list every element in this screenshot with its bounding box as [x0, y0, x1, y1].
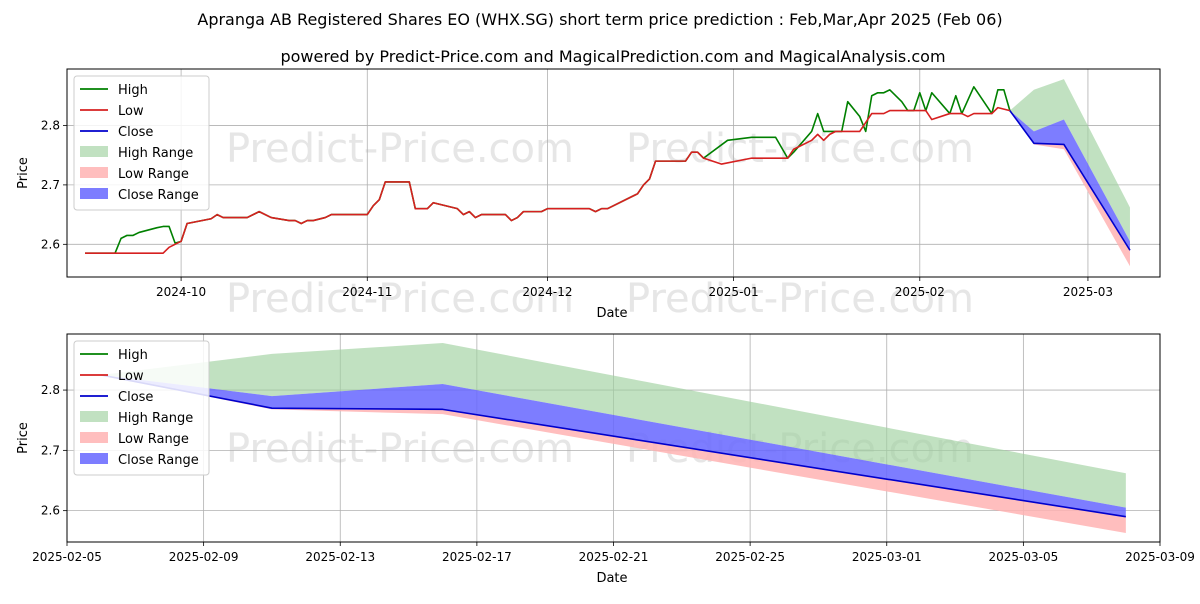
legend-label: Low	[118, 369, 144, 384]
legend-swatch-high-range	[80, 411, 108, 422]
legend-swatch-close-range	[80, 188, 108, 199]
legend-label: Low Range	[118, 432, 189, 447]
legend: High Low Close High Range Low Range Close Ran…	[73, 75, 210, 211]
legend: High Low Close High Range Low Range Close Ran…	[73, 340, 210, 476]
x-tick-label: 2025-02-09	[169, 550, 239, 564]
y-tick-label: 2.6	[41, 237, 60, 251]
watermark: Predict-Price.com Predict-Price.com Pred…	[226, 126, 974, 322]
x-tick-label: 2025-02-17	[442, 550, 512, 564]
x-tick-label: 2025-02	[895, 285, 945, 299]
legend-label: Low Range	[118, 167, 189, 182]
legend-label: Close Range	[118, 453, 199, 468]
close-line	[1009, 110, 1131, 251]
x-tick-label: 2025-02-25	[715, 550, 785, 564]
x-tick-label: 2025-03-09	[1125, 550, 1195, 564]
chart-title: Apranga AB Registered Shares EO (WHX.SG)…	[197, 10, 1002, 29]
legend-label: High	[118, 83, 148, 98]
y-axis-label: Price	[16, 157, 31, 189]
range-areas	[1009, 79, 1130, 267]
svg-text:Predict-Price.com: Predict-Price.com	[626, 126, 974, 172]
x-tick-label: 2024-12	[522, 285, 572, 299]
legend-label: High	[118, 348, 148, 363]
chart-subtitle: powered by Predict-Price.com and Magical…	[280, 47, 945, 66]
top-panel: Predict-Price.com Predict-Price.com Pred…	[16, 68, 1161, 322]
high-range-area	[101, 343, 1126, 508]
bottom-panel: Predict-Price.com Predict-Price.com 2025…	[16, 333, 1195, 586]
x-tick-label: 2025-02-13	[305, 550, 375, 564]
x-tick-label: 2025-03-01	[852, 550, 922, 564]
x-tick-label: 2025-02-21	[579, 550, 649, 564]
legend-label: High Range	[118, 411, 193, 426]
x-tick-label: 2024-11	[342, 285, 392, 299]
legend-label: High Range	[118, 146, 193, 161]
legend-swatch-low-range	[80, 432, 108, 443]
y-tick-label: 2.7	[41, 443, 60, 457]
legend-swatch-high-range	[80, 146, 108, 157]
high-range-area	[1009, 79, 1130, 242]
legend-swatch-low-range	[80, 167, 108, 178]
y-tick-label: 2.8	[41, 383, 60, 397]
x-tick-label: 2024-10	[156, 285, 206, 299]
axis-ticks: 2024-10 2024-11 2024-12 2025-01 2025-02 2025-…	[41, 118, 1113, 299]
x-tick-label: 2025-03-05	[989, 550, 1059, 564]
x-tick-label: 2025-01	[709, 285, 759, 299]
plot-frame	[66, 68, 1161, 278]
x-axis-label: Date	[596, 571, 627, 586]
y-axis-label: Price	[16, 422, 31, 454]
svg-text:Predict-Price.com: Predict-Price.com	[626, 276, 974, 322]
legend-label: Low	[118, 104, 144, 119]
y-tick-label: 2.8	[41, 118, 60, 132]
x-tick-label: 2025-02-05	[32, 550, 102, 564]
svg-text:Predict-Price.com: Predict-Price.com	[226, 426, 574, 472]
series-lines	[85, 86, 1131, 255]
legend-swatch-close-range	[80, 453, 108, 464]
y-tick-label: 2.7	[41, 178, 60, 192]
low-line	[85, 106, 1011, 255]
svg-text:Predict-Price.com: Predict-Price.com	[226, 276, 574, 322]
grid	[67, 69, 1160, 277]
x-axis-label: Date	[596, 306, 627, 321]
x-tick-label: 2025-03	[1063, 285, 1113, 299]
legend-label: Close	[118, 390, 153, 405]
close-range-area	[1009, 110, 1130, 251]
axis-ticks: 2025-02-05 2025-02-09 2025-02-13 2025-02-17…	[32, 383, 1195, 564]
legend-label: Close	[118, 125, 153, 140]
y-tick-label: 2.6	[41, 504, 60, 518]
svg-text:Predict-Price.com: Predict-Price.com	[226, 126, 574, 172]
legend-label: Close Range	[118, 188, 199, 203]
